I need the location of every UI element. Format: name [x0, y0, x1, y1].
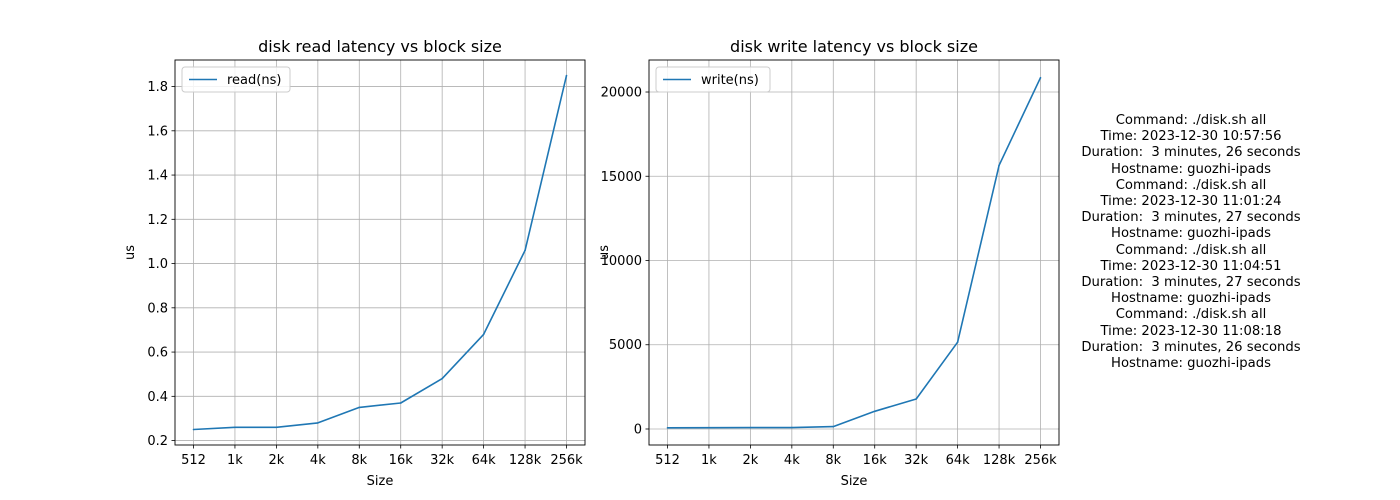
write-data-point: [666, 427, 669, 429]
write-series-line: [667, 77, 1042, 429]
info-line: Time: 2023-12-30 10:57:56: [1100, 129, 1282, 145]
read-y-tick-label: 1.8: [147, 80, 168, 95]
run-info-panel: Command: ./disk.sh all Time: 2023-12-30 …: [1066, 113, 1316, 372]
info-line: Duration: 3 minutes, 26 seconds: [1081, 339, 1301, 355]
read-x-tick-label: 512: [181, 453, 206, 468]
write-y-tick-label: 0: [634, 422, 642, 437]
read-y-tick-label: 0.8: [147, 301, 168, 316]
write-data-point: [956, 341, 959, 344]
read-x-tick-label: 4k: [310, 453, 326, 468]
write-data-point: [708, 426, 710, 429]
read-x-tick-label: 128k: [509, 453, 542, 468]
write-x-tick-label: 2k: [742, 453, 758, 468]
read-data-point: [482, 333, 485, 336]
read-data-point: [441, 377, 443, 380]
write-x-tick-label: 4k: [784, 453, 800, 468]
write-chart-title: disk write latency vs block size: [730, 37, 978, 56]
info-line: Time: 2023-12-30 11:08:18: [1100, 323, 1282, 339]
write-x-tick-label: 16k: [863, 453, 888, 468]
info-line: Command: ./disk.sh all: [1115, 177, 1267, 193]
write-y-tick-label: 15000: [601, 170, 642, 185]
read-y-tick-label: 0.2: [147, 434, 168, 449]
info-line: Hostname: guozhi-ipads: [1111, 291, 1271, 307]
read-legend-box: [181, 66, 291, 93]
write-legend-label: write(ns): [701, 73, 759, 88]
write-x-tick-label: 64k: [946, 453, 971, 468]
read-data-point: [275, 426, 278, 429]
read-axes-frame: [174, 59, 586, 446]
read-y-tick-label: 1.4: [147, 169, 168, 184]
read-data-point: [565, 74, 568, 77]
read-data-point: [399, 402, 402, 404]
read-data-point: [358, 406, 361, 409]
read-x-tick-label: 16k: [389, 453, 414, 468]
read-x-tick-label: 8k: [351, 453, 367, 468]
write-data-point: [998, 164, 1000, 167]
info-line: Command: ./disk.sh all: [1115, 307, 1267, 323]
read-x-tick-label: 64k: [472, 453, 497, 468]
write-data-point: [791, 426, 793, 429]
read-y-tick-label: 0.6: [147, 346, 168, 361]
read-x-tick-label: 32k: [430, 453, 455, 468]
read-series-line: [193, 75, 568, 431]
read-y-tick-label: 0.4: [147, 390, 168, 405]
read-data-point: [234, 426, 236, 429]
write-data-point: [749, 426, 752, 429]
read-y-tick-label: 1.2: [147, 213, 168, 228]
info-line: Hostname: guozhi-ipads: [1111, 356, 1271, 372]
write-legend-box: [655, 66, 771, 93]
write-x-axis-label: Size: [841, 474, 868, 489]
read-y-axis-label: us: [123, 245, 138, 260]
write-data-point: [832, 425, 835, 428]
read-data-point: [524, 249, 526, 252]
write-x-tick-label: 8k: [825, 453, 841, 468]
info-line: Command: ./disk.sh all: [1115, 113, 1267, 128]
read-x-axis-label: Size: [367, 474, 394, 489]
read-y-tick-label: 1.0: [147, 257, 168, 272]
info-line: Hostname: guozhi-ipads: [1111, 226, 1271, 242]
write-y-tick-label: 20000: [601, 86, 642, 101]
read-legend-label: read(ns): [227, 73, 281, 88]
write-y-axis-label: us: [597, 245, 612, 260]
info-line: Time: 2023-12-30 11:01:24: [1100, 194, 1282, 210]
write-axes-frame: [648, 59, 1060, 446]
read-chart-title: disk read latency vs block size: [258, 37, 502, 56]
read-x-tick-label: 1k: [227, 453, 243, 468]
read-y-tick-label: 1.6: [147, 124, 168, 139]
write-y-tick-label: 10000: [601, 254, 642, 269]
write-x-tick-label: 128k: [983, 453, 1016, 468]
info-line: Hostname: guozhi-ipads: [1111, 161, 1271, 177]
write-data-point: [1039, 76, 1042, 79]
write-data-point: [873, 410, 876, 413]
write-x-tick-label: 512: [655, 453, 680, 468]
info-line: Duration: 3 minutes, 27 seconds: [1081, 210, 1301, 226]
read-data-point: [317, 422, 319, 424]
write-x-tick-label: 32k: [904, 453, 929, 468]
read-data-point: [192, 428, 195, 431]
info-line: Duration: 3 minutes, 26 seconds: [1081, 145, 1301, 161]
info-line: Time: 2023-12-30 11:04:51: [1100, 258, 1282, 274]
write-x-tick-label: 1k: [701, 453, 717, 468]
write-data-point: [915, 398, 917, 400]
read-x-tick-label: 2k: [268, 453, 284, 468]
write-y-tick-label: 5000: [609, 338, 642, 353]
info-line: Command: ./disk.sh all: [1115, 242, 1267, 258]
info-line: Duration: 3 minutes, 27 seconds: [1081, 275, 1301, 291]
read-x-tick-label: 256k: [550, 453, 583, 468]
write-x-tick-label: 256k: [1024, 453, 1057, 468]
